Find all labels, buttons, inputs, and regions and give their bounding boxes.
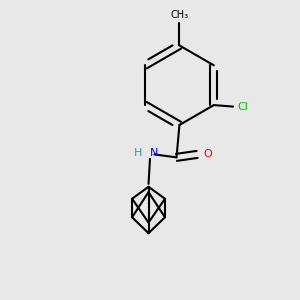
Text: O: O: [203, 149, 212, 159]
Text: CH₃: CH₃: [170, 11, 188, 20]
Text: H: H: [134, 148, 142, 158]
Text: Cl: Cl: [237, 102, 248, 112]
Text: N: N: [150, 148, 158, 158]
